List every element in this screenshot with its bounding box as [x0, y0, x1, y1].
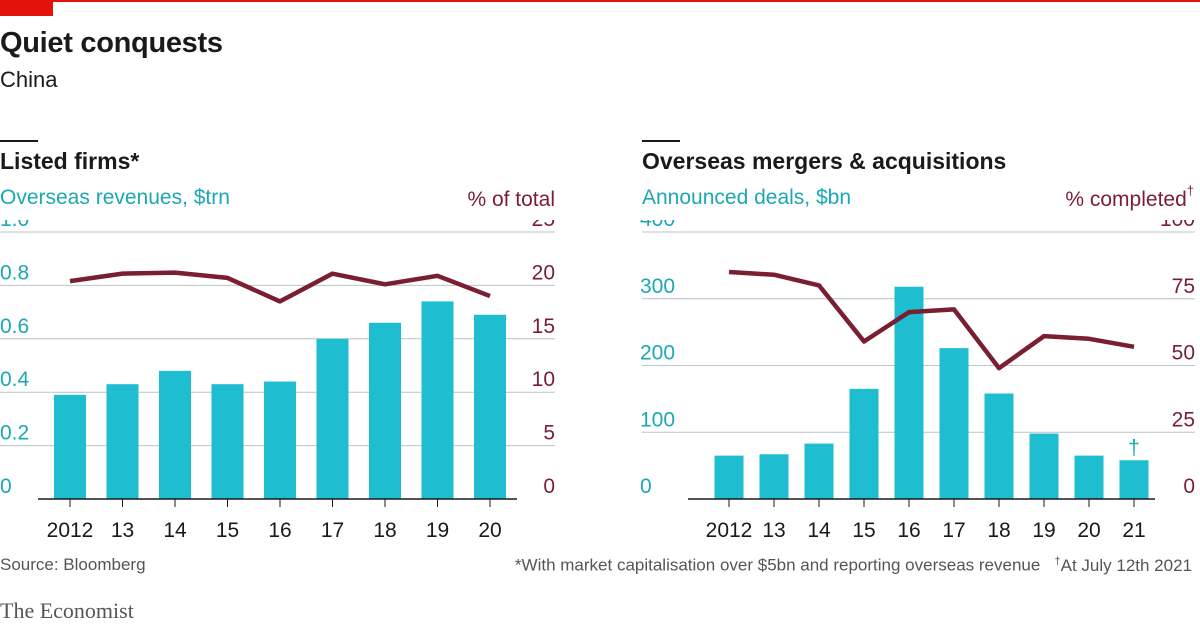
brand-top-rule [0, 0, 1200, 2]
right-x-tick-label: 2012 [706, 519, 753, 542]
right-bar [849, 388, 879, 499]
footnote-market-cap: *With market capitalisation over $5bn an… [514, 555, 1041, 575]
source-note: Source: Bloomberg [0, 555, 146, 574]
right-right-tick-label: 25 [1172, 408, 1195, 431]
right-line-series [728, 269, 1135, 371]
left-right-tick-label: 0 [543, 475, 555, 498]
left-bar [159, 370, 191, 499]
right-panel-right-axis-label: % completed† [1065, 183, 1194, 211]
right-x-tick-label: 17 [942, 519, 965, 542]
left-bar [474, 314, 506, 499]
left-bar [316, 338, 349, 499]
left-panel-chart: 0 0 0.2 5 0.4 10 0.6 15 0.8 20 1.0 25 2012 13 14 15 16 17… [0, 220, 555, 542]
right-x-tick-label: 13 [762, 519, 785, 542]
left-right-tick-label: 25 [532, 220, 555, 231]
right-panel-chart: 0 0 100 25 200 50 300 75 400 100 2012 13 14 15 16 17 18 1… [640, 220, 1195, 542]
right-x-tick-label: 18 [987, 519, 1010, 542]
left-bar [264, 381, 296, 499]
right-bar [984, 393, 1014, 499]
right-right-tick-label: 50 [1172, 342, 1195, 365]
right-left-tick-label: 400 [640, 220, 675, 231]
right-x-tick-label: 20 [1077, 519, 1100, 542]
left-left-tick-label: 0.8 [0, 261, 29, 284]
right-bar [1074, 455, 1104, 499]
right-left-tick-label: 300 [640, 275, 675, 298]
right-panel-title: Overseas mergers & acquisitions [642, 148, 1007, 174]
left-right-tick-label: 20 [532, 261, 555, 284]
left-x-tick-label: 18 [373, 519, 396, 542]
left-x-tick-label: 16 [268, 519, 291, 542]
left-bar [54, 394, 86, 499]
right-panel-rule [642, 140, 680, 142]
right-bar [759, 454, 789, 499]
right-bar [1029, 433, 1059, 499]
left-x-tick-label: 17 [321, 519, 344, 542]
right-bar [894, 286, 924, 499]
right-bar [1119, 460, 1149, 499]
left-left-tick-label: 0.4 [0, 368, 30, 391]
left-bar [421, 301, 454, 499]
right-x-tick-label: 15 [852, 519, 875, 542]
left-x-tick-label: 14 [163, 519, 187, 542]
left-panel-title: Listed firms* [0, 148, 140, 174]
left-bar [106, 384, 139, 499]
left-panel-right-axis-label: % of total [467, 188, 555, 211]
right-right-tick-label: 0 [1183, 475, 1195, 498]
left-panel-rule [0, 140, 38, 142]
left-x-tick-label: 20 [478, 519, 501, 542]
right-left-tick-label: 200 [640, 342, 675, 365]
left-panel-left-axis-label: Overseas revenues, $trn [0, 186, 230, 209]
left-right-tick-label: 10 [532, 368, 555, 391]
right-bar-annotation: † [1128, 436, 1140, 459]
left-left-tick-label: 1.0 [0, 220, 29, 231]
right-bar [714, 455, 744, 499]
right-right-tick-label: 75 [1172, 275, 1195, 298]
right-panel-left-axis-label: Announced deals, $bn [642, 186, 852, 209]
right-bar [939, 348, 969, 499]
right-x-tick-label: 21 [1122, 519, 1145, 542]
chart-title: Quiet conquests [0, 27, 223, 59]
right-bar [804, 443, 834, 499]
right-x-tick-label: 14 [807, 519, 831, 542]
right-right-tick-label: 100 [1160, 220, 1195, 231]
left-right-tick-label: 15 [532, 315, 555, 338]
left-x-tick-label: 13 [111, 519, 134, 542]
left-right-tick-label: 5 [543, 422, 555, 445]
left-left-tick-label: 0.2 [0, 422, 29, 445]
left-line-series [69, 270, 491, 304]
economist-logo: The Economist [0, 598, 134, 623]
left-x-tick-label: 15 [216, 519, 239, 542]
left-bar [211, 384, 244, 499]
right-left-tick-label: 0 [640, 475, 652, 498]
brand-red-tab [0, 0, 53, 16]
right-x-tick-label: 16 [897, 519, 920, 542]
right-left-tick-label: 100 [640, 408, 675, 431]
left-bar [369, 322, 401, 499]
footnote-date: †At July 12th 2021 [1054, 555, 1193, 575]
chart-subtitle: China [0, 67, 58, 92]
left-x-tick-label: 19 [426, 519, 449, 542]
left-x-tick-label: 2012 [47, 519, 94, 542]
right-x-tick-label: 19 [1032, 519, 1055, 542]
left-left-tick-label: 0 [0, 475, 12, 498]
left-left-tick-label: 0.6 [0, 315, 29, 338]
footnotes: *With market capitalisation over $5bn an… [515, 555, 1192, 576]
